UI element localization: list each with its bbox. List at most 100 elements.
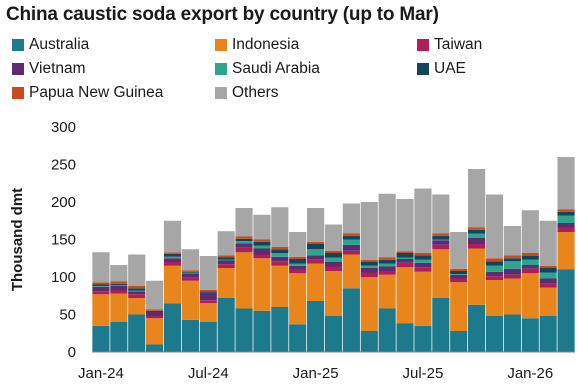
bar-segment-vietnam xyxy=(342,244,360,251)
bar-segment-indonesia xyxy=(324,271,343,316)
bar-segment-vietnam xyxy=(271,256,289,262)
bar-segment-saudi-arabia xyxy=(110,285,128,286)
legend-item-saudi-arabia: Saudi Arabia xyxy=(215,60,320,78)
x-tick-label: Jul-24 xyxy=(188,365,229,382)
bar-segment-saudi-arabia xyxy=(539,272,557,279)
bar-segment-vietnam xyxy=(324,262,343,267)
bar-segment-australia xyxy=(360,331,378,352)
x-tick-label: Jan-24 xyxy=(78,365,124,382)
bar-segment-others xyxy=(432,194,450,234)
x-tick-label: Jan-26 xyxy=(507,365,553,382)
bar-segment-uae xyxy=(146,310,164,312)
bar-segment-taiwan xyxy=(378,271,396,275)
bar-segment-papua-new-guinea xyxy=(271,247,289,250)
bar-segment-saudi-arabia xyxy=(503,261,521,269)
bar-segment-australia xyxy=(342,288,360,352)
bar-segment-uae xyxy=(181,271,199,273)
bar-segment-vietnam xyxy=(199,292,217,301)
y-tick-label: 0 xyxy=(68,344,76,361)
bar-segment-australia xyxy=(503,314,521,352)
y-tick-label: 100 xyxy=(51,269,76,286)
y-tick-label: 150 xyxy=(51,232,76,249)
bar-segment-vietnam xyxy=(360,268,378,273)
bar-segment-saudi-arabia xyxy=(378,263,396,267)
bar-segment-taiwan xyxy=(128,294,146,298)
bar-segment-australia xyxy=(271,307,289,352)
bar-segment-saudi-arabia xyxy=(235,241,253,244)
bar-segment-vietnam xyxy=(307,255,325,260)
bar-segment-indonesia xyxy=(539,287,557,316)
bar-segment-indonesia xyxy=(307,263,325,301)
legend-label: Others xyxy=(232,84,279,101)
bar-segment-vietnam xyxy=(432,240,450,245)
legend-item-others: Others xyxy=(215,84,279,102)
legend-swatch xyxy=(12,87,24,99)
bar-segment-others xyxy=(324,224,343,251)
bar-segment-indonesia xyxy=(521,273,539,319)
legend-item-papua-new-guinea: Papua New Guinea xyxy=(12,84,163,102)
bar-segment-saudi-arabia xyxy=(450,274,468,275)
legend-swatch xyxy=(215,39,227,51)
bar-segment-vietnam xyxy=(253,248,271,255)
bar-segment-indonesia xyxy=(360,277,378,331)
y-tick-label: 250 xyxy=(51,157,76,174)
bar-segment-australia xyxy=(235,308,253,352)
bar-segment-uae xyxy=(414,255,432,260)
bar-segment-papua-new-guinea xyxy=(360,259,378,262)
bar-segment-uae xyxy=(307,244,325,250)
bar-segment-others xyxy=(199,256,217,290)
bar-segment-indonesia xyxy=(342,254,360,289)
bar-segment-papua-new-guinea xyxy=(557,209,575,212)
bar-segment-uae xyxy=(521,256,539,260)
bar-segment-papua-new-guinea xyxy=(128,286,146,289)
bar-segment-papua-new-guinea xyxy=(521,253,539,256)
bar-segment-others xyxy=(253,214,271,240)
bar-segment-saudi-arabia xyxy=(342,239,360,245)
bar-segment-papua-new-guinea xyxy=(163,252,182,254)
legend-swatch xyxy=(215,87,227,99)
bar-segment-others xyxy=(110,265,128,282)
bar-segment-australia xyxy=(450,331,468,352)
bar-segment-papua-new-guinea xyxy=(235,236,253,239)
bar-segment-uae xyxy=(432,235,450,240)
bar-segment-saudi-arabia xyxy=(128,290,146,292)
bar-segment-others xyxy=(92,252,110,283)
bar-segment-others xyxy=(468,169,486,228)
bar-segment-australia xyxy=(539,316,557,352)
legend-swatch xyxy=(12,63,24,75)
bar-segment-indonesia xyxy=(271,265,289,307)
bar-segment-uae xyxy=(468,229,486,234)
bar-segment-uae xyxy=(235,238,253,241)
bar-segment-saudi-arabia xyxy=(253,245,271,249)
bar-segment-vietnam xyxy=(557,223,575,228)
bar-segment-papua-new-guinea xyxy=(539,265,557,268)
bar-segment-uae xyxy=(163,253,182,257)
bar-segment-indonesia xyxy=(92,294,110,326)
bar-segment-saudi-arabia xyxy=(217,259,235,261)
bar-segment-vietnam xyxy=(378,266,396,271)
bar-segment-uae xyxy=(378,259,396,264)
bar-segment-australia xyxy=(324,316,343,352)
bar-segment-australia xyxy=(414,325,432,352)
bar-segment-saudi-arabia xyxy=(181,272,199,274)
bar-segment-taiwan xyxy=(468,244,486,249)
bar-segment-saudi-arabia xyxy=(396,257,414,259)
bar-segment-vietnam xyxy=(450,274,468,279)
bar-segment-papua-new-guinea xyxy=(199,289,217,292)
legend-item-taiwan: Taiwan xyxy=(417,36,482,54)
bar-segment-taiwan xyxy=(217,264,235,268)
bar-segment-uae xyxy=(503,258,521,262)
bar-segment-uae xyxy=(450,271,468,274)
bar-segment-papua-new-guinea xyxy=(324,250,343,253)
bar-segment-saudi-arabia xyxy=(521,259,539,265)
bar-segment-indonesia xyxy=(396,267,414,324)
bar-segment-taiwan xyxy=(235,247,253,253)
legend-swatch xyxy=(417,39,429,51)
bar-segment-uae xyxy=(360,262,378,266)
bar-segment-papua-new-guinea xyxy=(110,281,128,284)
chart-legend: Australia Indonesia Taiwan Vietnam Saudi Ara… xyxy=(12,36,552,106)
bar-segment-saudi-arabia xyxy=(485,265,504,272)
x-tick-label: Jan-25 xyxy=(293,365,339,382)
bar-segment-saudi-arabia xyxy=(360,265,378,268)
bar-segment-australia xyxy=(485,316,504,352)
